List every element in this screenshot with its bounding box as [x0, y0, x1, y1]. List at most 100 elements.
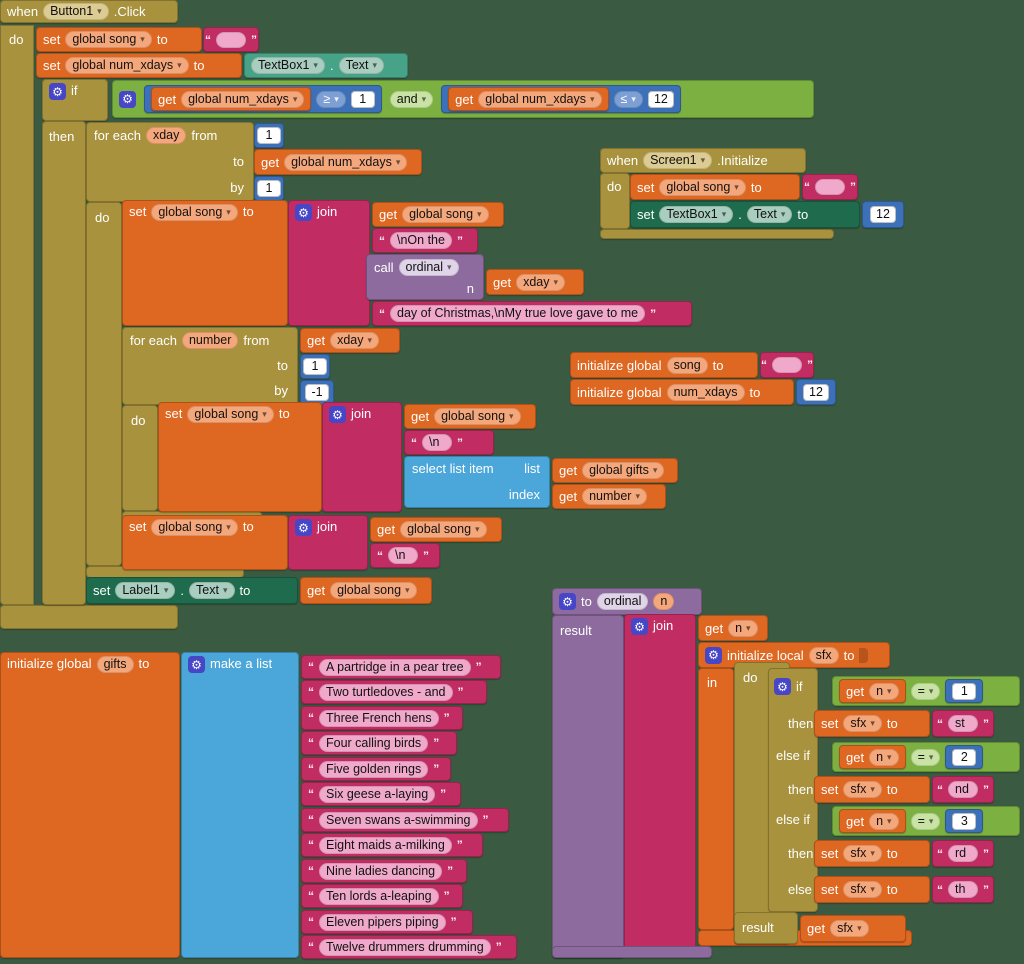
gift-string-7[interactable]: “Seven swans a-swimming”	[301, 808, 509, 832]
var-dropdown-global-song[interactable]: global song ▾	[187, 406, 274, 423]
init-local-in-column[interactable]: in	[698, 668, 734, 930]
procedure-dropdown-ordinal[interactable]: ordinal ▾	[398, 259, 459, 276]
var-dropdown[interactable]: global num_xdays ▾	[478, 90, 602, 108]
loop-var-xday[interactable]: xday	[145, 127, 187, 144]
comparison-le-block[interactable]: get global num_xdays ▾ ≤ ▾ 12	[441, 85, 681, 113]
set-global-song-block-3[interactable]: set global song ▾ to	[158, 402, 322, 512]
var-dropdown[interactable]: global num_xdays ▾	[284, 153, 408, 171]
set-global-song-block-2[interactable]: set global song ▾ to	[122, 200, 288, 326]
var-dropdown-global-song[interactable]: global song ▾	[65, 31, 152, 48]
string-block-rd[interactable]: “rd”	[932, 840, 994, 867]
get-global-song-block[interactable]: get global song ▾	[370, 517, 502, 542]
when-button-body-column[interactable]: do	[0, 25, 34, 605]
var-dropdown[interactable]: n ▾	[728, 619, 758, 637]
var-dropdown[interactable]: n ▾	[869, 748, 899, 766]
string-value[interactable]: st	[948, 715, 978, 732]
join-block-trailing-newline[interactable]: ⚙ join	[288, 515, 368, 570]
string-block-th[interactable]: “th”	[932, 876, 994, 903]
empty-string-block-1[interactable]: “”	[203, 27, 259, 52]
string-value[interactable]: \n	[422, 434, 452, 451]
var-dropdown[interactable]: global song ▾	[330, 582, 417, 599]
foreach-number-block[interactable]: for each number from to by	[122, 327, 298, 405]
get-xday-block[interactable]: get xday ▾	[486, 269, 584, 295]
string-value[interactable]: nd	[948, 781, 978, 798]
var-dropdown-sfx[interactable]: sfx ▾	[843, 715, 882, 732]
string-value[interactable]	[815, 179, 845, 195]
when-button-click-block[interactable]: when Button1 ▾ .Click	[0, 0, 178, 23]
string-value[interactable]	[216, 31, 246, 48]
number-block[interactable]: 1	[945, 679, 984, 703]
when-screen-do-column[interactable]: do	[600, 173, 630, 229]
param-chip-n[interactable]: n	[653, 593, 675, 610]
get-global-gifts-block[interactable]: get global gifts ▾	[552, 458, 678, 483]
when-screen-bottom-lip[interactable]	[600, 229, 834, 239]
mutator-gear-icon[interactable]: ⚙	[49, 83, 66, 100]
comparison-ge-block[interactable]: get global num_xdays ▾ ≥ ▾ 1	[144, 85, 382, 113]
textbox1-text-getter-block[interactable]: TextBox1 ▾ . Text ▾	[244, 53, 408, 78]
get-n-block[interactable]: get n ▾	[698, 615, 768, 641]
gift-string-1[interactable]: “A partridge in a pear tree”	[301, 655, 501, 679]
string-value[interactable]: th	[948, 881, 978, 898]
gift-string-4[interactable]: “Four calling birds”	[301, 731, 457, 755]
make-a-list-block[interactable]: ⚙ make a list	[181, 652, 299, 958]
mutator-gear-icon[interactable]: ⚙	[631, 618, 648, 635]
component-dropdown-textbox1[interactable]: TextBox1 ▾	[659, 206, 734, 223]
number-block[interactable]: 3	[945, 809, 984, 833]
var-dropdown[interactable]: global song ▾	[400, 521, 487, 538]
var-dropdown-sfx[interactable]: sfx ▾	[843, 845, 882, 862]
foreach-xday-block[interactable]: for each xday from to by	[86, 122, 254, 202]
operator-dropdown-eq[interactable]: = ▾	[910, 812, 941, 830]
number-value-1[interactable]: 1	[350, 90, 375, 108]
string-value[interactable]: Eight maids a-milking	[319, 836, 452, 854]
gift-string-10[interactable]: “Ten lords a-leaping”	[301, 884, 463, 908]
init-global-song-block[interactable]: initialize global song to	[570, 352, 758, 378]
if-then-column[interactable]: then	[42, 121, 86, 605]
property-dropdown-text[interactable]: Text ▾	[746, 206, 793, 223]
get-n-block[interactable]: get n ▾	[839, 745, 906, 769]
operator-dropdown-le[interactable]: ≤ ▾	[613, 90, 643, 108]
equals-block-n-2[interactable]: get n ▾ = ▾ 2	[832, 742, 1020, 772]
get-n-block[interactable]: get n ▾	[839, 679, 906, 703]
get-global-song-block[interactable]: get global song ▾	[300, 577, 432, 604]
string-block-st[interactable]: “st”	[932, 710, 994, 737]
var-dropdown[interactable]: global song ▾	[434, 408, 521, 425]
var-dropdown[interactable]: n ▾	[869, 812, 899, 830]
string-block-newline-2[interactable]: “\n”	[370, 543, 440, 568]
equals-block-n-1[interactable]: get n ▾ = ▾ 1	[832, 676, 1020, 706]
when-button-bottom-lip[interactable]	[0, 605, 178, 629]
set-textbox1-text-block[interactable]: set TextBox1 ▾ . Text ▾ to	[630, 201, 860, 228]
gift-string-5[interactable]: “Five golden rings”	[301, 757, 451, 781]
var-dropdown[interactable]: number ▾	[582, 488, 647, 505]
operator-dropdown-eq[interactable]: = ▾	[910, 748, 941, 766]
mutator-gear-icon[interactable]: ⚙	[295, 519, 312, 536]
var-dropdown[interactable]: global num_xdays ▾	[181, 90, 305, 108]
var-dropdown[interactable]: sfx ▾	[830, 920, 869, 937]
set-global-song-block-1[interactable]: set global song ▾ to	[36, 27, 202, 52]
mutator-gear-icon[interactable]: ⚙	[774, 678, 791, 695]
get-sfx-block[interactable]: get sfx ▾	[800, 915, 906, 942]
mutator-gear-icon[interactable]: ⚙	[188, 656, 205, 673]
string-value[interactable]: Three French hens	[319, 709, 439, 727]
set-sfx-block-st[interactable]: set sfx ▾ to	[814, 710, 930, 737]
component-dropdown-label1[interactable]: Label1 ▾	[115, 582, 176, 599]
gift-string-6[interactable]: “Six geese a-laying”	[301, 782, 461, 806]
get-global-numxdays-block[interactable]: get global num_xdays ▾	[448, 87, 609, 111]
get-number-block[interactable]: get number ▾	[552, 484, 666, 509]
component-dropdown-button1[interactable]: Button1 ▾	[43, 3, 109, 20]
get-global-numxdays-block[interactable]: get global num_xdays ▾	[254, 149, 422, 175]
set-sfx-block-th[interactable]: set sfx ▾ to	[814, 876, 930, 903]
component-dropdown-textbox1[interactable]: TextBox1 ▾	[251, 57, 325, 74]
string-value[interactable]: Eleven pipers piping	[319, 913, 446, 931]
string-value[interactable]: A partridge in a pear tree	[319, 658, 471, 676]
when-screen-initialize-block[interactable]: when Screen1 ▾ .Initialize	[600, 148, 806, 173]
procedure-name-field[interactable]: ordinal	[596, 593, 649, 610]
string-value[interactable]: day of Christmas,\nMy true love gave to …	[390, 305, 646, 322]
gift-string-12[interactable]: “Twelve drummers drumming”	[301, 935, 517, 959]
procedure-bottom-lip[interactable]	[552, 946, 712, 958]
local-name-sfx[interactable]: sfx	[808, 646, 839, 664]
empty-string-block-2[interactable]: “”	[802, 174, 858, 200]
get-global-song-block[interactable]: get global song ▾	[372, 202, 504, 227]
global-name-gifts[interactable]: gifts	[96, 656, 134, 673]
property-dropdown-text[interactable]: Text ▾	[338, 57, 385, 74]
string-value[interactable]: Twelve drummers drumming	[319, 938, 491, 956]
